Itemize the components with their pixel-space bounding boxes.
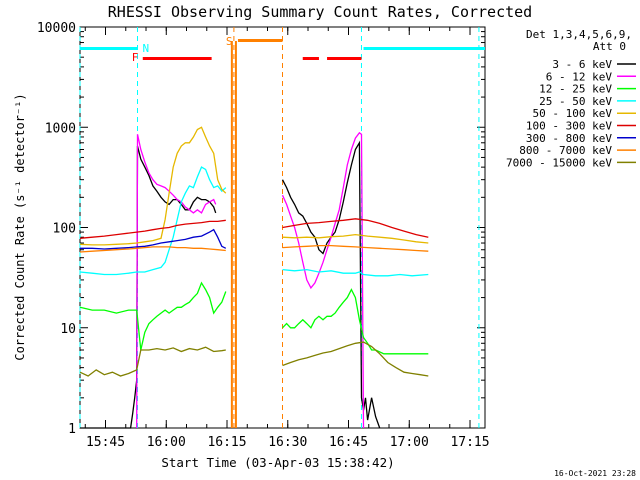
legend-entry-label: 100 - 300 keV bbox=[526, 120, 612, 133]
night-bar bbox=[363, 47, 485, 50]
legend-entry-label: 7000 - 15000 keV bbox=[506, 156, 612, 169]
footer-timestamp: 16-Oct-2021 23:28 bbox=[554, 469, 636, 478]
series-line-100-300-kev bbox=[79, 219, 226, 239]
legend-entry-label: 800 - 7000 keV bbox=[519, 144, 612, 157]
flare-bar bbox=[327, 57, 362, 60]
night-label: N bbox=[143, 42, 150, 55]
series-layer bbox=[79, 126, 429, 429]
y-tick-label: 1000 bbox=[45, 121, 76, 136]
series-line-3-6-kev bbox=[281, 140, 381, 429]
series-line-50-100-kev bbox=[79, 126, 227, 246]
x-tick-label: 15:45 bbox=[86, 435, 125, 450]
x-tick-label: 16:45 bbox=[329, 435, 368, 450]
series-line-7000-15000-kev bbox=[79, 346, 226, 377]
legend-entry-label: 25 - 50 keV bbox=[539, 95, 612, 108]
y-tick-label: 10 bbox=[60, 322, 76, 337]
night-bar bbox=[80, 47, 138, 50]
series-line-12-25-kev bbox=[282, 288, 429, 355]
series-line-100-300-kev bbox=[282, 218, 429, 238]
y-tick-label: 1 bbox=[68, 422, 76, 437]
x-tick-label: 17:00 bbox=[390, 435, 429, 450]
y-axis-label: Corrected Count Rate (s⁻¹ detector⁻¹) bbox=[13, 93, 27, 360]
legend-title: Det 1,3,4,5,6,9, bbox=[526, 28, 632, 41]
series-line-25-50-kev bbox=[282, 268, 429, 277]
x-tick-label: 17:15 bbox=[450, 435, 489, 450]
series-line-50-100-kev bbox=[282, 233, 429, 244]
x-tick-label: 16:30 bbox=[268, 435, 307, 450]
x-axis-label: Start Time (03-Apr-03 15:38:42) bbox=[161, 455, 394, 470]
y-tick-label: 100 bbox=[53, 222, 76, 237]
legend-entry-label: 300 - 800 keV bbox=[526, 132, 612, 145]
saa-bar bbox=[237, 39, 283, 42]
series-line-800-7000-kev bbox=[79, 246, 226, 253]
series-line-6-12-kev bbox=[136, 134, 217, 429]
series-line-7000-15000-kev bbox=[282, 341, 429, 377]
series-line-3-6-kev bbox=[80, 145, 217, 429]
series-line-300-800-kev bbox=[80, 228, 227, 250]
series-line-12-25-kev bbox=[79, 281, 227, 351]
legend-entry-label: 3 - 6 keV bbox=[552, 58, 612, 71]
series-line-6-12-kev bbox=[281, 131, 365, 429]
axes-layer: 1 10 100 1000 10000 15:45 16:00 16:15 16:30 16:45… bbox=[37, 21, 490, 450]
flare-bar bbox=[142, 57, 212, 60]
series-line-800-7000-kev bbox=[282, 244, 429, 252]
legend-entry-label: 6 - 12 keV bbox=[546, 70, 613, 83]
saa-label: S bbox=[226, 35, 233, 48]
flare-bar bbox=[302, 57, 319, 60]
legend-attenuator: Att 0 bbox=[593, 40, 626, 53]
x-tick-label: 16:00 bbox=[147, 435, 186, 450]
y-tick-label: 10000 bbox=[37, 21, 76, 36]
series-line-25-50-kev bbox=[79, 166, 227, 276]
x-tick-label: 16:15 bbox=[207, 435, 246, 450]
chart-title: RHESSI Observing Summary Count Rates, Co… bbox=[108, 3, 532, 21]
flare-label: F bbox=[132, 51, 139, 64]
legend-entry-label: 12 - 25 keV bbox=[539, 83, 612, 96]
legend-entry-label: 50 - 100 keV bbox=[533, 107, 613, 120]
